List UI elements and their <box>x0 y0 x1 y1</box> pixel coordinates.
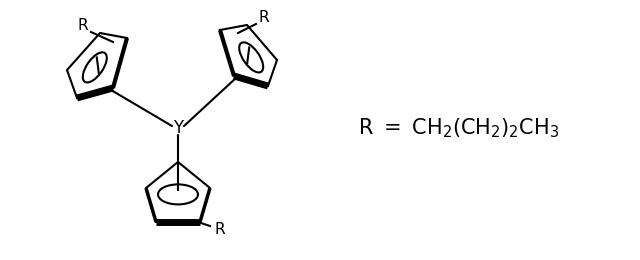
Text: $\mathregular{R\ =\ CH_2(CH_2)_2CH_3}$: $\mathregular{R\ =\ CH_2(CH_2)_2CH_3}$ <box>358 116 559 140</box>
Text: R: R <box>214 223 225 237</box>
Text: R: R <box>259 10 269 25</box>
Text: Y: Y <box>173 119 183 137</box>
Text: R: R <box>77 18 88 34</box>
